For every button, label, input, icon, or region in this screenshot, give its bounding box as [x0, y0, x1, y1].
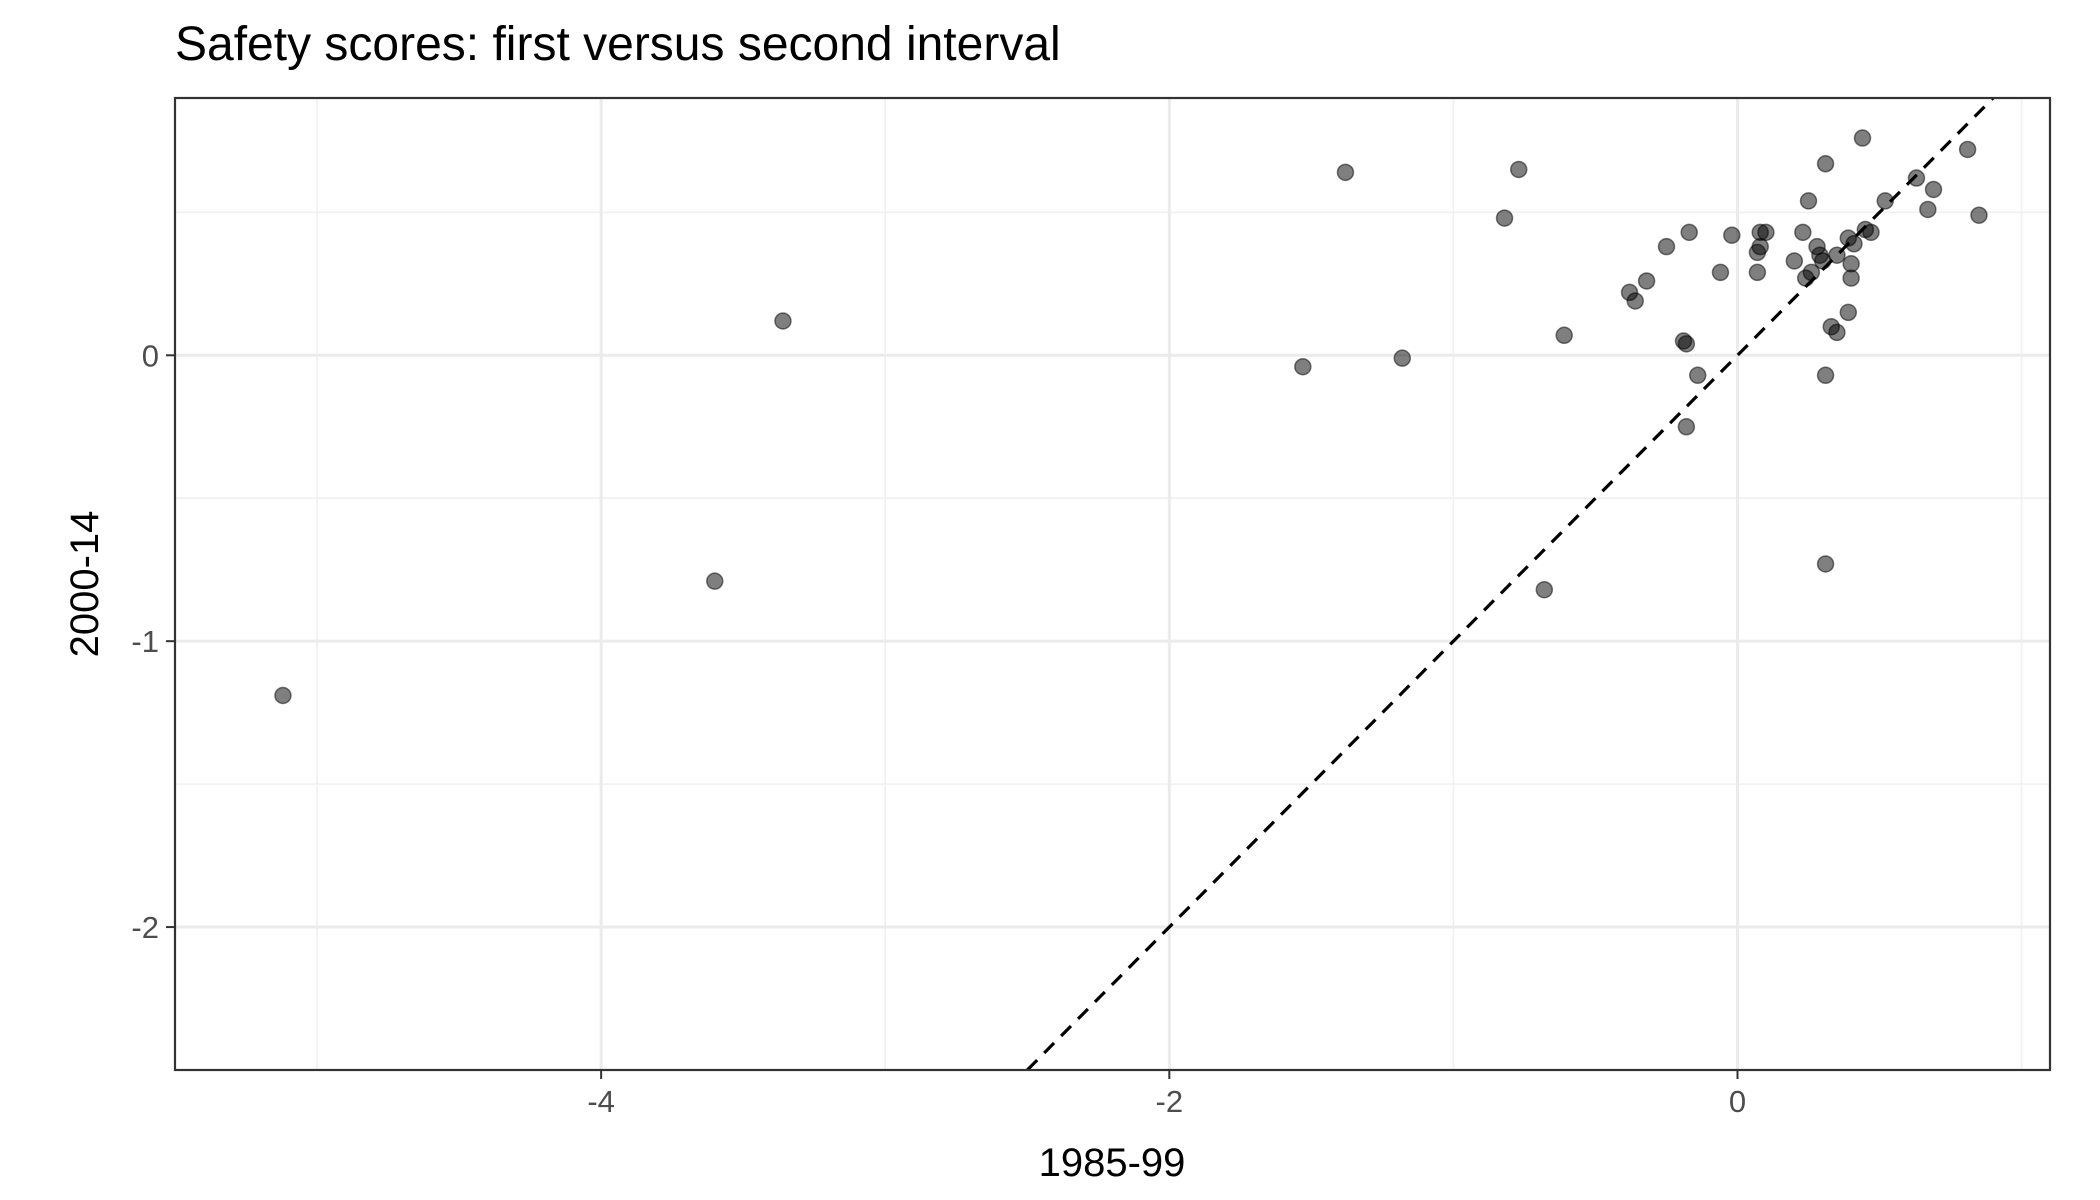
data-point [1862, 223, 1880, 242]
x-tick-label: 0 [1729, 1084, 1746, 1119]
y-tick-label: -1 [131, 624, 159, 659]
data-point [1919, 200, 1937, 219]
data-point [1294, 357, 1312, 376]
data-point [1688, 366, 1707, 385]
data-point [1680, 223, 1698, 242]
data-point [1853, 129, 1872, 147]
plot-panel-border [173, 96, 2052, 1072]
data-point [1842, 269, 1860, 287]
data-point [1794, 223, 1812, 242]
data-point [1757, 223, 1775, 242]
data-point [1958, 140, 1977, 159]
data-point [1626, 292, 1644, 310]
grid-lines [175, 98, 2050, 1071]
data-point [1802, 263, 1821, 282]
y-tick-label: -2 [131, 910, 159, 945]
data-point [1711, 263, 1730, 282]
data-point [1393, 349, 1412, 367]
x-axis-title: 1985-99 [1039, 1141, 1186, 1185]
data-point [1839, 303, 1858, 322]
data-point [1723, 226, 1741, 244]
data-point [1970, 206, 1988, 224]
data-points [274, 129, 1988, 705]
data-point [1816, 366, 1835, 385]
data-point [1657, 237, 1676, 256]
data-point [1816, 155, 1835, 173]
data-point [1799, 192, 1818, 210]
data-point [1677, 418, 1696, 436]
data-point [1828, 246, 1846, 264]
data-point [1828, 323, 1846, 342]
data-point [1535, 580, 1554, 599]
data-point [1876, 192, 1894, 210]
data-point [1907, 169, 1926, 187]
chart-title: Safety scores: first versus second inter… [175, 18, 1061, 71]
data-point [1748, 263, 1767, 282]
data-point [1845, 235, 1863, 253]
data-point [274, 686, 292, 705]
data-point [1555, 326, 1573, 345]
data-point [1924, 180, 1943, 199]
x-tick-label: -2 [1156, 1084, 1184, 1119]
axis-ticks: -4 -2 0 -2 -1 0 [131, 338, 1746, 1119]
data-point [1637, 272, 1656, 290]
data-point [1816, 555, 1835, 573]
data-point [1495, 209, 1514, 227]
data-point [706, 572, 724, 590]
data-point [1510, 160, 1528, 179]
data-point [1336, 163, 1355, 182]
data-point [774, 312, 792, 330]
data-point [1785, 252, 1804, 270]
x-tick-label: -4 [587, 1084, 615, 1119]
data-point [1677, 335, 1696, 353]
y-tick-label: 0 [142, 338, 159, 373]
y-axis-title: 2000-14 [63, 511, 107, 658]
